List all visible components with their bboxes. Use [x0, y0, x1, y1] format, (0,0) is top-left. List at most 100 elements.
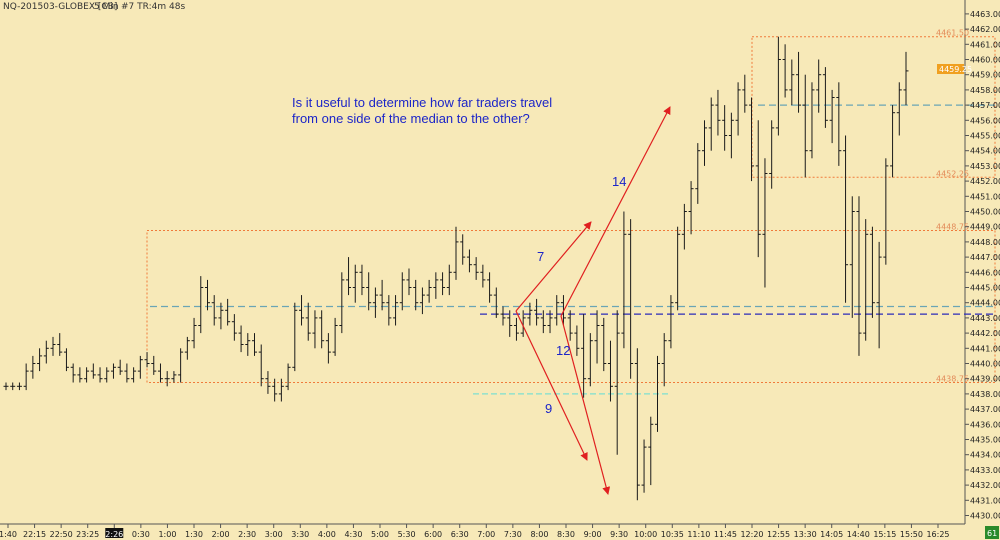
price-bar [614, 310, 620, 455]
price-tick-label: 4443.00 [970, 314, 1000, 323]
price-bar [366, 272, 372, 311]
price-bar [547, 310, 553, 334]
price-bar [816, 59, 822, 113]
time-tick-label: 14:05 [820, 530, 843, 539]
price-bar [513, 317, 519, 341]
price-bar [292, 302, 298, 372]
price-bar [198, 276, 204, 334]
arrow-down-to-low [515, 310, 588, 461]
price-bar [890, 105, 896, 178]
price-bar [110, 363, 116, 379]
price-bar [796, 51, 802, 113]
price-bar [896, 82, 902, 136]
price-bar [305, 302, 311, 341]
price-bar [171, 371, 177, 383]
price-bar [460, 234, 466, 265]
price-tick-label: 4437.00 [970, 405, 1000, 414]
price-bar [124, 363, 130, 383]
price-bar [520, 310, 526, 337]
price-tick-label: 4431.00 [970, 496, 1000, 505]
price-bar [218, 302, 224, 330]
current-price-label: 4459.25 [939, 65, 972, 74]
price-tick-label: 4462.00 [970, 25, 1000, 34]
price-tick-label: 4463.00 [970, 10, 1000, 19]
price-bar [23, 363, 29, 391]
time-tick-label: 22:15 [23, 530, 46, 539]
price-bar [722, 105, 728, 151]
price-bar [131, 367, 137, 383]
price-bar [607, 340, 613, 402]
price-tick-label: 4454.00 [970, 147, 1000, 156]
instrument-label: NQ-201503-GLOBEX [CB] [3, 2, 117, 12]
time-tick-label: 5:30 [398, 530, 416, 539]
time-tick-label: 2:00 [212, 530, 230, 539]
level-price-label: 4452.25 [936, 169, 969, 178]
time-tick-label: 14:40 [847, 530, 870, 539]
price-tick-label: 4459.00 [970, 71, 1000, 80]
price-bar [70, 363, 76, 383]
price-bar [272, 378, 278, 402]
price-bar [117, 359, 123, 375]
price-axis: 4430.00 4431.00 4432.00 4433.00 4434.00 4435.… [965, 10, 1000, 521]
price-bar [372, 287, 378, 318]
price-bar [554, 295, 560, 326]
time-tick-label: 7:30 [504, 530, 522, 539]
time-cursor-box [105, 528, 124, 538]
move-arrows [515, 106, 671, 495]
price-bar [681, 203, 687, 250]
time-tick-label: 3:30 [291, 530, 309, 539]
price-tick-label: 4433.00 [970, 466, 1000, 475]
corner-badge [985, 526, 999, 539]
price-bar [493, 287, 499, 318]
price-bar [634, 348, 640, 501]
price-bar [285, 363, 291, 391]
price-bar [204, 279, 210, 311]
price-tick-label: 4435.00 [970, 436, 1000, 445]
price-bar [97, 367, 103, 383]
price-tick-label: 4448.00 [970, 238, 1000, 247]
price-tick-label: 4445.00 [970, 284, 1000, 293]
price-bar [453, 226, 459, 280]
price-bar [836, 82, 842, 166]
price-tick-label: 4430.00 [970, 512, 1000, 521]
price-bar [863, 219, 869, 341]
time-tick-label: 0:30 [132, 530, 150, 539]
time-tick-label: 12:55 [767, 530, 790, 539]
price-bar [433, 272, 439, 299]
time-tick-label: 2:26 [105, 530, 123, 539]
price-bar [258, 344, 264, 387]
price-tick-label: 4460.00 [970, 56, 1000, 65]
price-bar [332, 317, 338, 356]
price-bar [419, 287, 425, 315]
time-tick-label: 13:30 [794, 530, 817, 539]
price-bar [601, 317, 607, 372]
price-bar [668, 295, 674, 349]
price-tick-label: 4451.00 [970, 192, 1000, 201]
price-bar [641, 439, 647, 493]
price-bar [406, 268, 412, 296]
price-bar [843, 135, 849, 303]
time-tick-label: 22:50 [50, 530, 73, 539]
level-price-label: 4438.75 [936, 375, 969, 384]
price-bar [426, 279, 432, 303]
time-tick-label: 23:25 [76, 530, 99, 539]
price-bar [413, 279, 419, 311]
price-bar [621, 211, 627, 349]
price-bar [735, 82, 741, 136]
price-bar [265, 371, 271, 394]
price-bar [10, 382, 16, 391]
price-bar [708, 97, 714, 151]
price-bar [446, 264, 452, 296]
price-bar [178, 348, 184, 383]
price-bar [90, 363, 96, 379]
time-tick-label: 2:30 [238, 530, 256, 539]
time-tick-label: 10:35 [661, 530, 684, 539]
time-tick-label: 10:00 [634, 530, 657, 539]
price-bar [695, 143, 701, 204]
price-bar [3, 382, 9, 391]
price-bar [164, 371, 170, 387]
time-tick-label: 9:30 [610, 530, 628, 539]
